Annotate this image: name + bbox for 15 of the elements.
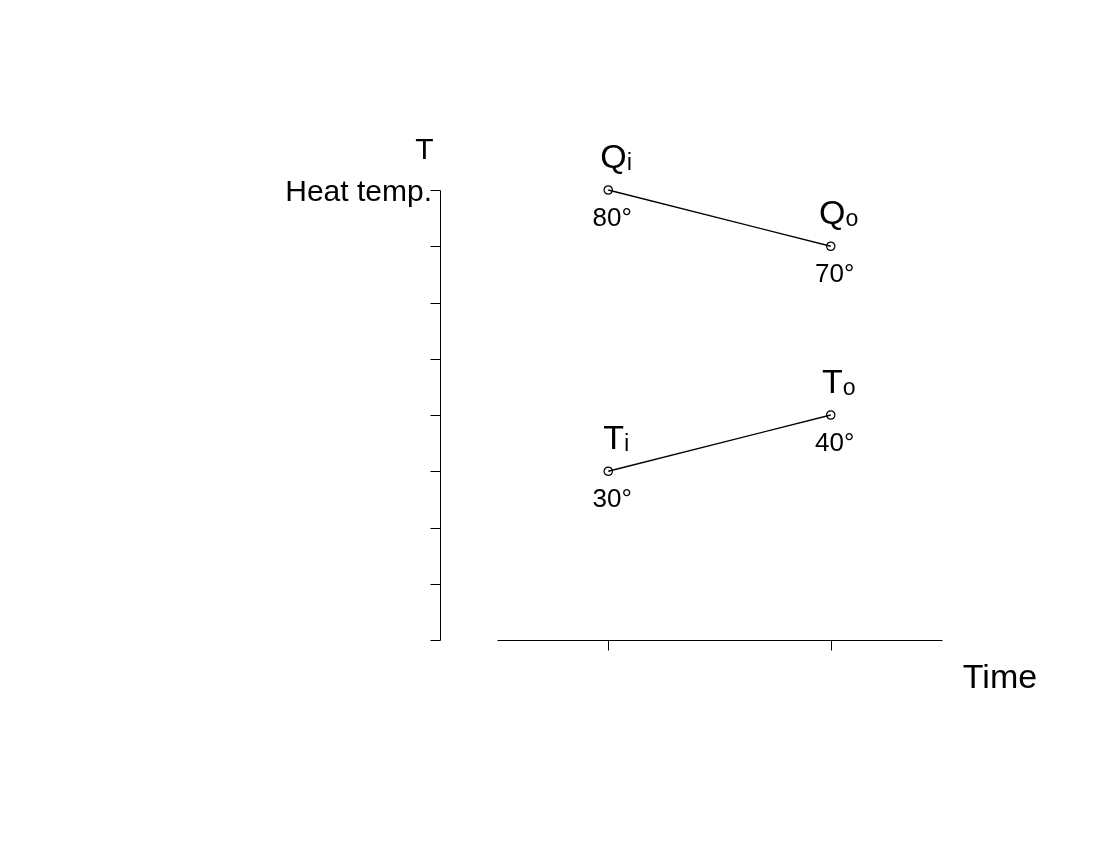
y-axis-title: T [415, 131, 434, 165]
point [603, 185, 614, 195]
data-label: 40° [815, 427, 855, 457]
point [825, 410, 836, 420]
text: Heat temp. [285, 174, 432, 207]
data-label: 80° [592, 202, 632, 232]
point [825, 241, 836, 252]
annotation: Tₒ [821, 362, 856, 400]
text: Time [962, 657, 1038, 695]
data-label: 30° [592, 483, 632, 514]
data-label: 70° [815, 258, 855, 289]
annotation: Tᵢ [603, 418, 630, 457]
annotation: Qᵢ [600, 137, 633, 175]
point [603, 466, 614, 477]
annotation: Qₒ [819, 193, 859, 232]
